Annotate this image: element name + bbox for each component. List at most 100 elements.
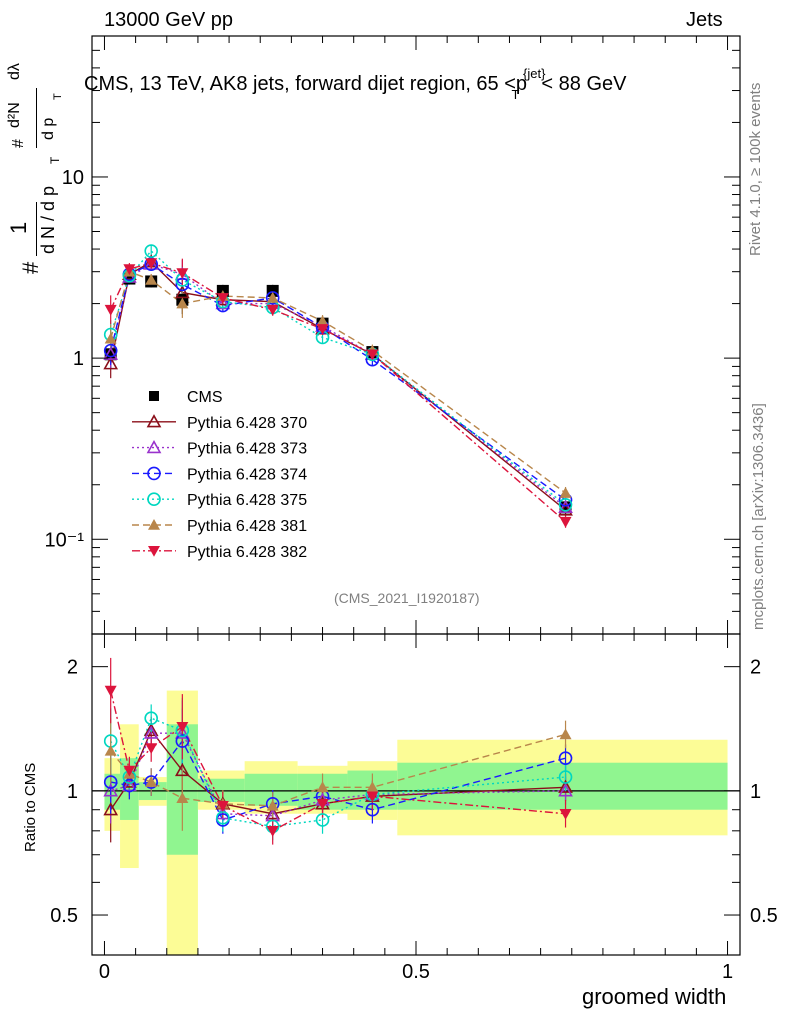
ratio-line-p382 xyxy=(110,690,566,832)
ratio-point-p370-3 xyxy=(174,762,190,777)
main-point-p381-5 xyxy=(266,291,279,303)
main-point-p370-3 xyxy=(174,284,190,299)
main-y-tick-label: 1 xyxy=(73,348,84,370)
ratio-point-p375-2 xyxy=(144,711,158,726)
ratio-point-p373-2 xyxy=(143,725,159,739)
main-point-p382-0 xyxy=(104,304,117,316)
ratio-point-p374-8 xyxy=(558,751,573,765)
main-point-p375-8 xyxy=(558,497,573,512)
legend-label-p382: Pythia 6.428 382 xyxy=(187,544,307,561)
legend-label-p370: Pythia 6.428 370 xyxy=(187,415,307,432)
main-point-p382-2 xyxy=(145,258,158,270)
rivet-version-label: Rivet 4.1.0, ≥ 100k events xyxy=(747,82,764,256)
ylabel-sub-1: T xyxy=(48,156,62,164)
legend-label-p373: Pythia 6.428 373 xyxy=(187,441,307,458)
legend-marker-p373 xyxy=(146,439,162,454)
ratio-y-tick-label-right: 2 xyxy=(750,657,761,679)
x-tick-label: 0.5 xyxy=(402,961,430,983)
ratio-point-p370-5 xyxy=(265,806,281,820)
ratio-point-p381-8 xyxy=(559,728,572,740)
ylabel-frac-den: d N / d p xyxy=(38,185,58,254)
x-axis-label: groomed width xyxy=(582,984,727,1009)
ratio-point-p381-3 xyxy=(176,792,189,803)
ratio-point-p374-0 xyxy=(103,775,118,789)
ratio-point-p382-5 xyxy=(266,826,279,837)
mcplots-label: mcplots.cern.ch [arXiv:1306.3436] xyxy=(750,403,767,630)
ylabel-hash-2: # xyxy=(10,139,27,148)
ratio-point-p375-4 xyxy=(216,811,230,825)
x-tick-label: 0 xyxy=(99,961,110,983)
data-markers xyxy=(103,244,573,837)
legend-label-p374: Pythia 6.428 374 xyxy=(187,466,307,483)
ylabel-sub-2: T xyxy=(52,93,64,100)
ratio-point-p382-6 xyxy=(316,799,329,810)
main-point-p373-8 xyxy=(558,499,573,513)
ratio-point-p382-2 xyxy=(145,743,158,755)
ratio-uncertainty-bands xyxy=(92,690,740,955)
legend: CMS Pythia 6.428 370 Pythia 6.428 373 Pythi… xyxy=(132,389,307,561)
main-point-p382-1 xyxy=(123,264,136,276)
ratio-line-p381 xyxy=(110,733,566,807)
main-point-p382-4 xyxy=(216,293,229,304)
main-point-p382-6 xyxy=(316,324,329,335)
main-point-p381-6 xyxy=(316,315,329,326)
ratio-point-p370-0 xyxy=(103,802,119,816)
legend-marker-CMS xyxy=(149,391,159,401)
ratio-point-p381-5 xyxy=(266,799,279,811)
main-point-p375-2 xyxy=(144,244,158,258)
ratio-point-p382-0 xyxy=(104,685,117,697)
ratio-point-p382-4 xyxy=(216,800,229,812)
ratio-point-p382-7 xyxy=(366,791,379,803)
ratio-point-p382-8 xyxy=(559,808,572,820)
main-point-p370-0 xyxy=(103,356,119,370)
ratio-y-tick-label: 0.5 xyxy=(50,905,78,927)
ratio-point-p381-6 xyxy=(316,781,329,793)
ylabel-deriv-num: d²N xyxy=(6,102,23,128)
tick-labels: 10⁻¹ 1 10 0.5 0.5 1 1 2 2 0 0.5 1 CMS, 13 TeV, AK8 j… xyxy=(45,66,778,983)
ratio-point-p375-8 xyxy=(558,770,573,784)
ratio-y-axis-label: Ratio to CMS xyxy=(22,762,39,852)
main-point-CMS-5 xyxy=(266,284,279,297)
legend-marker-p374 xyxy=(147,466,161,481)
main-line-p373 xyxy=(110,263,566,508)
legend-marker-p375 xyxy=(147,492,161,507)
ratio-y-tick-label-right: 1 xyxy=(750,781,761,803)
ratio-point-p373-8 xyxy=(558,783,573,797)
main-point-p374-2 xyxy=(144,257,158,271)
energy-label: 13000 GeV pp xyxy=(104,9,233,31)
ratio-point-p373-0 xyxy=(103,783,119,797)
band-inner-5 xyxy=(244,773,298,806)
ratio-point-p375-6 xyxy=(315,813,330,827)
main-point-p381-2 xyxy=(145,273,158,285)
ratio-point-p381-7 xyxy=(366,781,379,793)
ratio-point-p374-1 xyxy=(122,778,137,793)
ratio-point-p373-3 xyxy=(174,725,190,739)
main-y-axis-label: # 1 d N / d p T # d²N d p T dλ xyxy=(4,26,74,276)
legend-label-CMS: CMS xyxy=(187,389,223,406)
ratio-point-p373-1 xyxy=(122,777,137,792)
main-point-p381-3 xyxy=(176,297,189,309)
ratio-point-p381-2 xyxy=(145,776,158,787)
main-point-p381-8 xyxy=(559,487,572,498)
main-y-tick-label: 10 xyxy=(62,167,84,189)
main-point-p381-0 xyxy=(104,332,117,344)
ylabel-frac-num: 1 xyxy=(6,221,31,234)
ratio-line-p375 xyxy=(110,717,566,828)
ratio-point-p382-3 xyxy=(176,721,189,733)
ylabel-deriv-den: d p xyxy=(40,117,57,140)
main-line-p375 xyxy=(110,250,566,506)
main-point-CMS-0 xyxy=(104,348,117,361)
main-point-p382-8 xyxy=(559,516,572,528)
main-point-p382-3 xyxy=(176,268,189,280)
main-point-p374-0 xyxy=(103,343,118,358)
ratio-point-p381-0 xyxy=(104,744,117,756)
ratio-point-p370-8 xyxy=(558,779,573,793)
legend-label-p381: Pythia 6.428 381 xyxy=(187,518,307,535)
ylabel-lambda: dλ xyxy=(6,63,23,80)
main-y-tick-label: 10⁻¹ xyxy=(45,529,85,551)
ratio-point-p374-3 xyxy=(175,734,190,748)
analysis-tag: (CMS_2021_I1920187) xyxy=(334,590,480,606)
ratio-y-tick-label-right: 0.5 xyxy=(750,905,778,927)
jets-label: Jets xyxy=(686,9,723,31)
